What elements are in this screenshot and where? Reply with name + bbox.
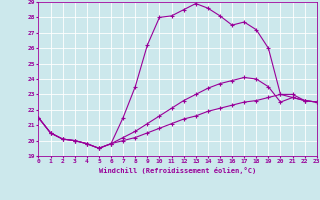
X-axis label: Windchill (Refroidissement éolien,°C): Windchill (Refroidissement éolien,°C): [99, 167, 256, 174]
